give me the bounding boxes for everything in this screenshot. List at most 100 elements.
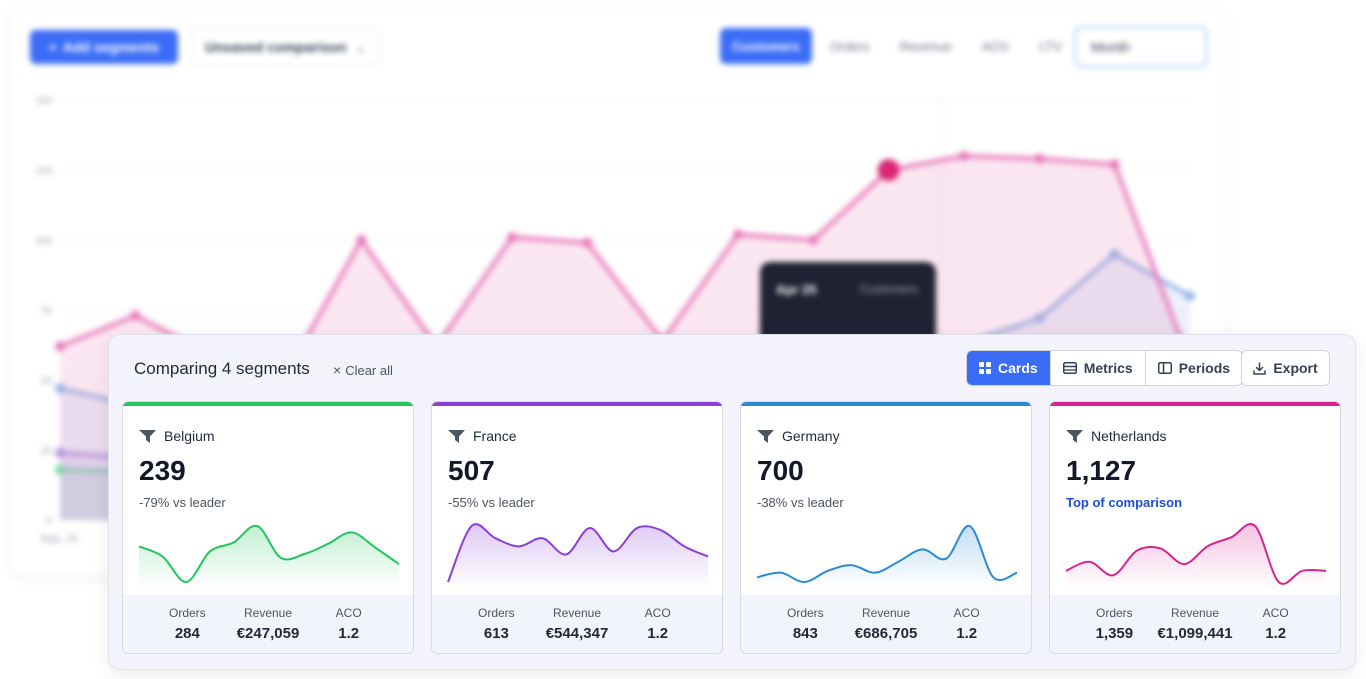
metrics-view-button[interactable]: Metrics [1051,351,1146,385]
sparkline-area [448,524,708,588]
card-stats: Orders 284 Revenue €247,059 ACO 1.2 [123,595,413,653]
series-point-netherlands [507,232,517,243]
y-tick-label: 0 [46,516,52,527]
periods-view-label: Periods [1178,360,1231,376]
segment-value: 700 [757,455,804,486]
series-point-netherlands [55,341,65,352]
x-tick-label: Sep, 24 [40,533,78,545]
stat-orders: Orders 613 [456,595,537,653]
stat-label: Orders [477,606,515,620]
add-segments-button[interactable]: + Add segments [30,30,178,64]
metrics-view-label: Metrics [1083,360,1133,376]
segment-filter-icon [139,429,156,443]
card-header: France [448,428,517,444]
tab-customers[interactable]: Customers [720,28,812,64]
card-accent-bar [1050,402,1340,406]
sparkline-area [757,525,1017,588]
card-accent-bar [123,402,413,406]
clear-all-button[interactable]: × Clear all [333,362,393,378]
comparison-select[interactable]: Unsaved comparison ⌄ [192,28,380,66]
series-point-netherlands [356,235,367,245]
stat-revenue: Revenue €544,347 [537,595,618,653]
segment-card-belgium[interactable]: Belgium 239 -79% vs leader Orders 284 Rev… [122,401,414,654]
comparison-panel: Comparing 4 segments × Clear all Cards M… [108,334,1356,670]
cards-view-button[interactable]: Cards [967,351,1051,385]
download-icon [1253,361,1267,375]
card-accent-bar [741,402,1031,406]
tab-aov[interactable]: AOV [981,38,1010,54]
card-accent-bar [432,402,722,406]
view-toggle-group: Cards Metrics Periods [966,350,1244,386]
segment-card-netherlands[interactable]: Netherlands 1,127 Top of comparison Orde… [1049,401,1341,654]
series-point-netherlands [733,229,743,240]
stat-value: 843 [792,625,818,642]
table-icon [1062,362,1077,374]
segment-name: Netherlands [1091,428,1167,444]
stat-label: Revenue [243,606,293,620]
stat-value: 1.2 [338,625,360,642]
segment-delta: -38% vs leader [757,495,844,510]
periods-view-button[interactable]: Periods [1146,351,1242,385]
stat-aco: ACO 1.2 [617,595,698,653]
metric-tabs: Customers Orders Revenue AOV LTV [720,28,1074,64]
segment-name: Belgium [164,428,215,444]
card-header: Germany [757,428,840,444]
tab-orders[interactable]: Orders [829,38,870,54]
stat-label: ACO [1262,606,1289,620]
stat-value: 1,359 [1095,625,1134,642]
sparkline [447,523,709,588]
stat-value: €1,099,441 [1157,625,1233,642]
segment-delta: Top of comparison [1066,495,1183,510]
y-tick-label: 75 [41,306,53,317]
segment-filter-icon [1066,429,1083,443]
tab-ltv[interactable]: LTV [1039,38,1063,54]
segment-delta: -55% vs leader [448,495,535,510]
y-tick-label: 50 [41,376,53,387]
stat-label: Orders [1095,606,1133,620]
export-button[interactable]: Export [1241,350,1330,386]
series-point-netherlands [808,235,819,245]
stat-aco: ACO 1.2 [308,595,389,653]
segment-card-germany[interactable]: Germany 700 -38% vs leader Orders 843 Rev… [740,401,1032,654]
series-point-germany [1034,313,1045,324]
segment-card-france[interactable]: France 507 -55% vs leader Orders 613 Reve… [431,401,723,654]
period-select[interactable]: Month [1076,28,1206,66]
y-tick-label: 100 [35,236,52,247]
stat-label: Orders [168,606,206,620]
card-header: Belgium [139,428,215,444]
series-point-netherlands [1034,153,1045,164]
stat-value: 613 [483,625,509,642]
close-icon: × [333,362,342,378]
segment-filter-icon [448,429,465,443]
tooltip-subtitle: Customers [860,282,919,296]
series-point-netherlands [959,151,969,161]
panel-title: Comparing 4 segments [134,359,310,378]
stat-label: Revenue [861,606,911,620]
series-point-netherlands [130,310,141,321]
stat-value: 1.2 [1265,625,1287,642]
stat-aco: ACO 1.2 [1235,595,1316,653]
stat-orders: Orders 1,359 [1074,595,1155,653]
period-select-value: Month [1091,39,1130,55]
stat-label: Orders [786,606,824,620]
stat-value: 1.2 [956,625,978,642]
stat-value: €247,059 [236,625,300,642]
tab-revenue[interactable]: Revenue [899,38,952,54]
segment-name: Germany [782,428,840,444]
sparkline-line [447,523,709,583]
hover-point [877,159,900,181]
segment-value: 239 [139,455,186,486]
stat-value: 1.2 [647,625,669,642]
stat-revenue: Revenue €1,099,441 [1155,595,1236,653]
tooltip-title: Apr 25 [776,282,817,297]
card-header: Netherlands [1066,428,1167,444]
card-stats: Orders 1,359 Revenue €1,099,441 ACO 1.2 [1050,595,1340,653]
stat-value: €686,705 [854,625,918,642]
sparkline-line [138,524,400,583]
cards-view-label: Cards [998,360,1038,376]
series-point-germany [1185,291,1195,301]
segment-filter-icon [757,429,774,443]
sparkline-line [756,524,1018,584]
stat-label: ACO [953,606,980,620]
stat-value: 284 [174,625,200,642]
